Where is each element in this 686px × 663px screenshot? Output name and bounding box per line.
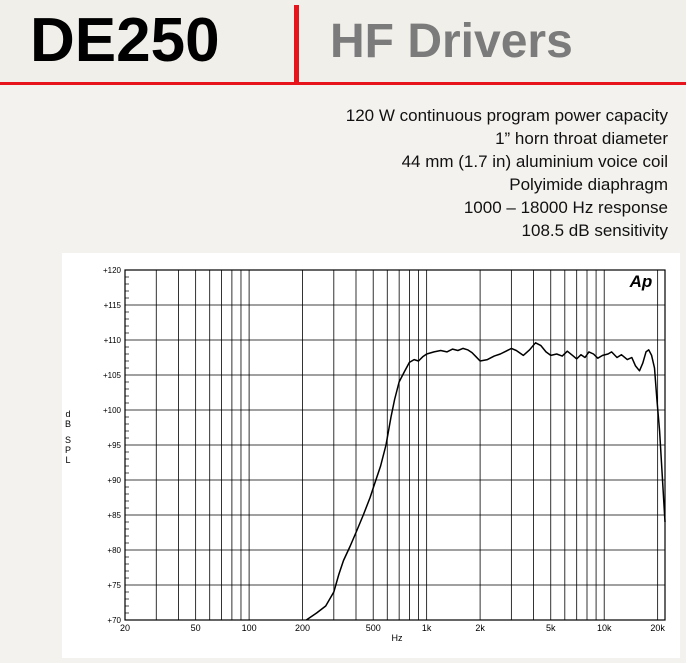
y-tick-label: +70	[107, 616, 121, 625]
spec-diaphragm: Polyimide diaphragm	[509, 175, 668, 194]
y-tick-label: +110	[104, 336, 122, 345]
y-tick-labels: +70 +75 +80 +85 +90 +95 +100 +105 +110 +115 +120	[103, 266, 122, 625]
chart-grid	[124, 269, 666, 621]
y-tick-label: +120	[103, 266, 122, 275]
x-tick-label: 50	[191, 623, 201, 633]
x-tick-label: 20k	[650, 623, 665, 633]
y-tick-label: +100	[103, 406, 122, 415]
x-tick-label: 2k	[475, 623, 485, 633]
x-tick-label: 1k	[422, 623, 432, 633]
spec-voice-coil: 44 mm (1.7 in) aluminium voice coil	[401, 152, 668, 171]
frequency-response-chart: +70 +75 +80 +85 +90 +95 +100 +105 +110 +115 +120 2…	[62, 253, 680, 658]
x-tick-label: 5k	[546, 623, 556, 633]
y-tick-label: +85	[107, 511, 121, 520]
y-tick-label: +115	[104, 301, 122, 310]
y-tick-label: +105	[103, 371, 122, 380]
x-tick-labels: 20 50 100 200 500 1k 2k 5k 10k 20k	[120, 623, 665, 633]
chart-svg: +70 +75 +80 +85 +90 +95 +100 +105 +110 +115 +120 2…	[65, 266, 666, 643]
x-tick-label: 10k	[597, 623, 612, 633]
x-tick-label: 100	[242, 623, 257, 633]
spec-response: 1000 – 18000 Hz response	[463, 198, 668, 217]
ap-logo: Ap	[629, 272, 653, 291]
x-tick-label: 200	[295, 623, 310, 633]
model-title: DE250	[30, 6, 220, 75]
plot-frame	[124, 269, 666, 621]
y-tick-label: +80	[107, 546, 121, 555]
category-title: HF Drivers	[330, 15, 573, 68]
spec-list: 120 W continuous program power capacity …	[228, 104, 668, 242]
y-tick-label: +95	[107, 441, 121, 450]
response-curve	[305, 342, 666, 621]
y-tick-label: +75	[107, 581, 121, 590]
spec-throat: 1” horn throat diameter	[495, 129, 668, 148]
x-tick-label: 20	[120, 623, 130, 633]
spec-power: 120 W continuous program power capacity	[345, 106, 668, 125]
y-tick-label: +90	[107, 476, 121, 485]
header: DE250 HF Drivers	[0, 0, 686, 84]
x-tick-label: 500	[366, 623, 381, 633]
header-divider	[294, 5, 299, 83]
spec-sensitivity: 108.5 dB sensitivity	[521, 221, 668, 240]
x-axis-label: Hz	[392, 633, 403, 643]
header-rule	[0, 82, 686, 85]
